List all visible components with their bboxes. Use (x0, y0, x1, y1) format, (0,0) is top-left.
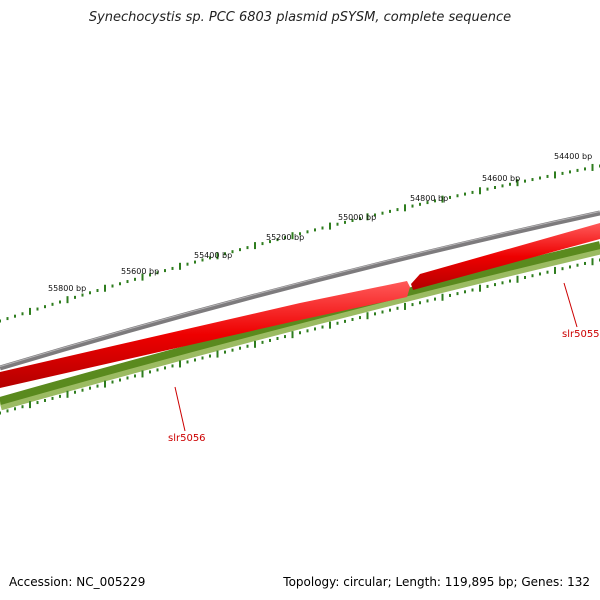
scale-label-55000: 55000 bp (338, 213, 376, 222)
map-title: Synechocystis sp. PCC 6803 plasmid pSYSM… (88, 10, 512, 25)
gene-label-slr5056[interactable]: slr5056 (168, 433, 206, 444)
gene-arrow-slr5056[interactable] (0, 281, 410, 388)
scale-label-54400: 54400 bp (554, 152, 592, 161)
gc-track (0, 241, 600, 405)
gc-track-light (0, 241, 600, 411)
gene-callout-line-slr5056 (174, 386, 186, 432)
scale-label-55200: 55200 bp (266, 233, 304, 242)
scale-label-55400: 55400 bp (194, 251, 232, 260)
scale-label-55800: 55800 bp (48, 284, 86, 293)
sequence-backbone (0, 210, 600, 371)
gene-label-slr5055[interactable]: slr5055 (562, 329, 600, 340)
sequence-backbone-highlight (0, 211, 600, 367)
accession-text: Accession: NC_005229 (9, 575, 146, 589)
scale-label-54600: 54600 bp (482, 174, 520, 183)
scale-label-55600: 55600 bp (121, 267, 159, 276)
scale-label-54800: 54800 bp (410, 194, 448, 203)
gene-callout-line-slr5055 (563, 282, 578, 328)
topology-text: Topology: circular; Length: 119,895 bp; … (283, 575, 590, 589)
gene-arrow-slr5055[interactable] (411, 223, 600, 290)
